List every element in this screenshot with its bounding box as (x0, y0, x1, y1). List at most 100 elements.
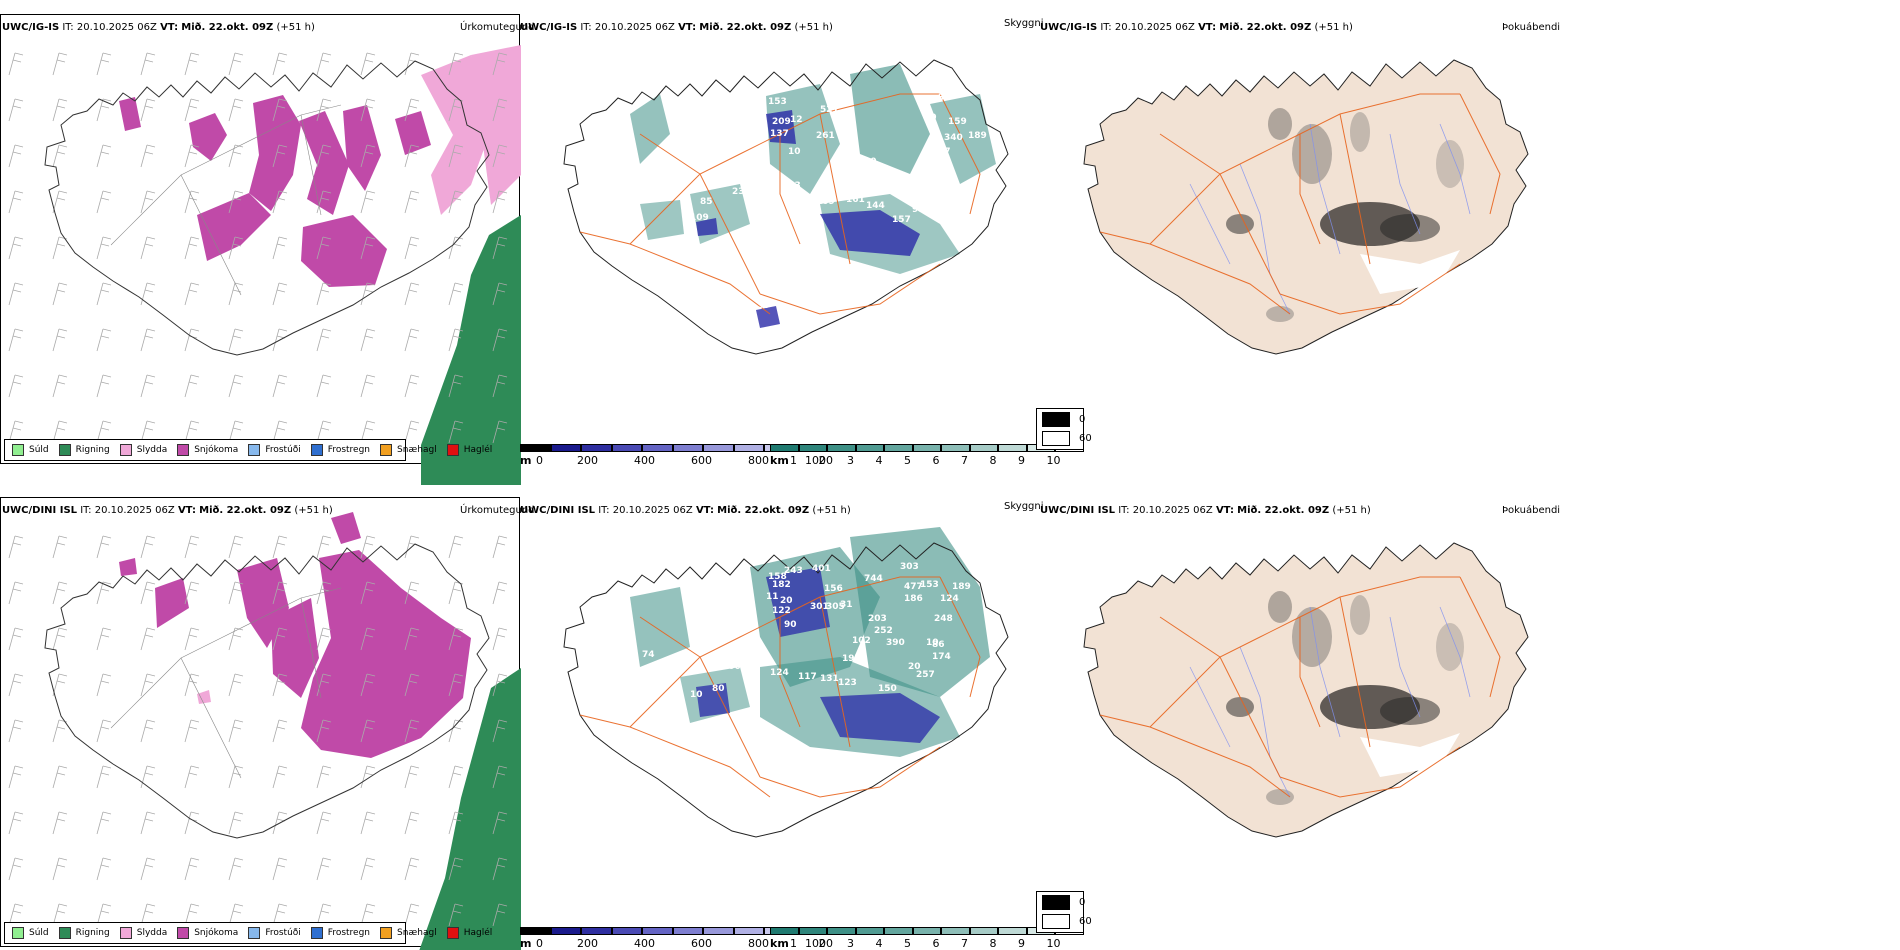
cloud-base-label: 137 (770, 129, 789, 139)
model-name: UWC/DINI ISL (1040, 505, 1116, 516)
cloud-base-label: 150 (878, 684, 897, 694)
precip-legend: Súld Rigning Slydda Snjókoma Frostúði Fr… (4, 922, 492, 944)
fog-title: Þokuábendi (1502, 22, 1561, 33)
fog-key-row: 0 (1042, 895, 1085, 910)
valid-time: Mið. 22.okt. 09Z (699, 22, 792, 33)
colorbar-tick: 0 (536, 937, 543, 950)
legend-swatch (58, 927, 71, 939)
issue-time: 20.10.2025 06Z (76, 22, 157, 33)
legend-label: Rigning (75, 445, 110, 455)
model-name: UWC/DINI ISL (2, 505, 78, 516)
visibility-header: UWC/DINI ISL IT: 20.10.2025 06Z VT: Mið.… (520, 505, 851, 517)
precip-map (8, 45, 521, 485)
iceland-coastline (44, 60, 490, 356)
cloud-base-label: 209 (772, 117, 791, 127)
cloud-base-label: 10 (924, 113, 937, 123)
colorbar-segment (642, 444, 673, 452)
colorbar-segment (611, 444, 642, 452)
cloud-base-label: 182 (772, 580, 791, 590)
precip-area (189, 113, 227, 161)
fog-map (1083, 542, 1529, 838)
precip-legend-item: Frostúði (248, 444, 301, 456)
cloud-base-label: 74 (642, 650, 655, 660)
colorbar-segment (550, 444, 581, 452)
precip-panel: Súld Rigning Slydda Snjókoma Frostúði Fr… (0, 497, 521, 950)
cloud-base-label: 17 (938, 147, 951, 157)
legend-swatch (58, 444, 71, 456)
cloud-base-label: 521 (820, 105, 839, 115)
vt-label: VT: (678, 22, 697, 33)
precip-legend-item: Haglél (446, 927, 492, 939)
cloud-area (756, 306, 780, 328)
fog-key-swatch (1042, 895, 1070, 910)
colorbar-tick: 400 (634, 454, 655, 467)
fog-key: 0 60 (1036, 891, 1092, 933)
legend-label: Frostregn (327, 445, 371, 455)
cloud-base-label: 153 (920, 580, 939, 590)
cloud-base-label: 124 (940, 594, 959, 604)
colorbar-tick: 5 (904, 454, 911, 467)
iceland-coastline (563, 59, 1009, 355)
fog-title: Þokuábendi (1502, 505, 1561, 516)
precip-panel: Súld Rigning Slydda Snjókoma Frostúði Fr… (0, 14, 521, 485)
cloud-base-label: 122 (772, 606, 791, 616)
colorbar-tick: 2 (818, 937, 826, 950)
iceland-coastline (44, 543, 490, 839)
precip-area (421, 215, 521, 485)
colorbar-segment (733, 927, 764, 935)
colorbar-tick: 400 (634, 937, 655, 950)
colorbar-tick: 8 (989, 454, 997, 467)
lead-time: (+51 h) (1332, 505, 1371, 516)
precip-legend-item: Haglél (446, 444, 492, 456)
colorbar-tick: 1000 (805, 454, 833, 467)
model-name: UWC/DINI ISL (520, 505, 596, 516)
fog-key-swatch (1042, 412, 1070, 427)
colorbar-segment (520, 927, 551, 935)
cloud-base-label: 20 (908, 662, 921, 672)
cloud-base-label: 257 (916, 670, 935, 680)
cloud-base-label: 477 (904, 582, 923, 592)
issue-time: 20.10.2025 06Z (1132, 505, 1213, 516)
precip-legend-item: Slydda (119, 444, 168, 456)
cloud-base-label: 20 (780, 596, 793, 606)
vt-label: VT: (1198, 22, 1217, 33)
fog-shading (1226, 591, 1464, 805)
colorbar-tick: 1 (790, 937, 797, 950)
cloud-base-label: 85 (700, 197, 713, 207)
visibility-header: UWC/IG-IS IT: 20.10.2025 06Z VT: Mið. 22… (520, 22, 833, 34)
colorbar-unit: m (520, 937, 532, 950)
issue-time: 20.10.2025 06Z (94, 505, 175, 516)
legend-label: Snjókoma (194, 445, 239, 455)
cloud-base-label: 10 (926, 638, 939, 648)
precip-area (301, 215, 387, 287)
colorbar-segment (703, 927, 734, 935)
cloud-base-label: 248 (934, 614, 953, 624)
colorbar-tick: 7 (961, 937, 968, 950)
precip-legend-item: Snjókoma (177, 444, 238, 456)
model-name: UWC/IG-IS (1040, 22, 1098, 33)
colorbar-tick: 200 (577, 454, 598, 467)
it-label: IT: (80, 505, 92, 516)
lead-time: (+51 h) (276, 22, 315, 33)
fog-header: UWC/IG-IS IT: 20.10.2025 06Z VT: Mið. 22… (1040, 22, 1353, 34)
colorbar-segment (998, 927, 1027, 935)
colorbar-segment (827, 444, 856, 452)
legend-swatch (248, 927, 261, 939)
precip-legend-item: Snæhagl (380, 444, 437, 456)
legend-label: Slydda (136, 445, 168, 455)
fog-key-swatch (1042, 431, 1070, 446)
colorbar-tick: 200 (577, 937, 598, 950)
precip-legend-item: Slydda (119, 927, 167, 939)
colorbar-tick: 10 (1046, 937, 1061, 950)
colorbar-segment (581, 927, 612, 935)
vt-label: VT: (695, 505, 714, 516)
fog-key-swatch (1042, 914, 1070, 929)
cloud-base-label: 197 (842, 654, 861, 664)
precip-header: UWC/IG-IS IT: 20.10.2025 06Z VT: Mið. 22… (2, 22, 315, 34)
it-label: IT: (580, 22, 592, 33)
legend-label: Frostregn (327, 928, 371, 938)
precip-legend: Súld Rigning Slydda Snjókoma Frostúði Fr… (4, 439, 492, 461)
precip-legend-item: Frostregn (310, 927, 371, 939)
iceland-land (1083, 542, 1529, 838)
